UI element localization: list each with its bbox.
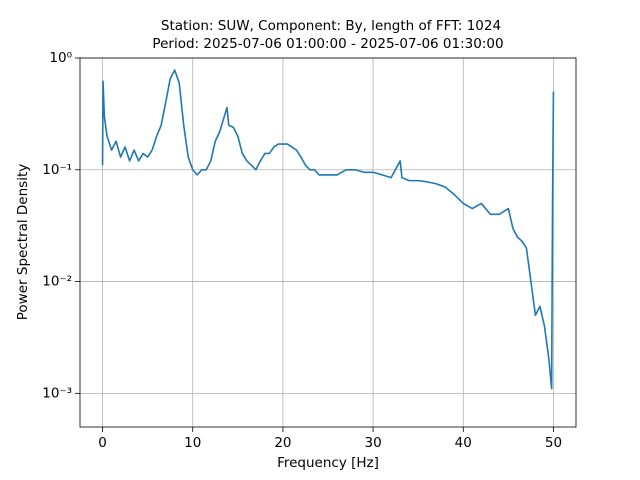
x-tick-label: 50 [545,435,562,451]
x-tick-label: 20 [274,435,291,451]
y-tick-label: 10⁻² [42,274,72,290]
y-tick-label: 10⁻³ [42,385,72,401]
x-tick-label: 10 [184,435,201,451]
y-tick-label: 10⁻¹ [42,162,72,178]
x-tick-label: 40 [455,435,472,451]
psd-line [101,69,555,390]
y-axis-label: Power Spectral Density [15,164,31,320]
x-axis-label: Frequency [Hz] [277,455,379,471]
chart-subtitle: Period: 2025-07-06 01:00:00 - 2025-07-06… [152,36,503,52]
y-tick-label: 10⁰ [49,50,72,66]
chart-title: Station: SUW, Component: By, length of F… [161,18,501,34]
axes-frame [79,57,577,428]
x-tick-label: 30 [364,435,381,451]
x-tick-label: 0 [98,435,107,451]
